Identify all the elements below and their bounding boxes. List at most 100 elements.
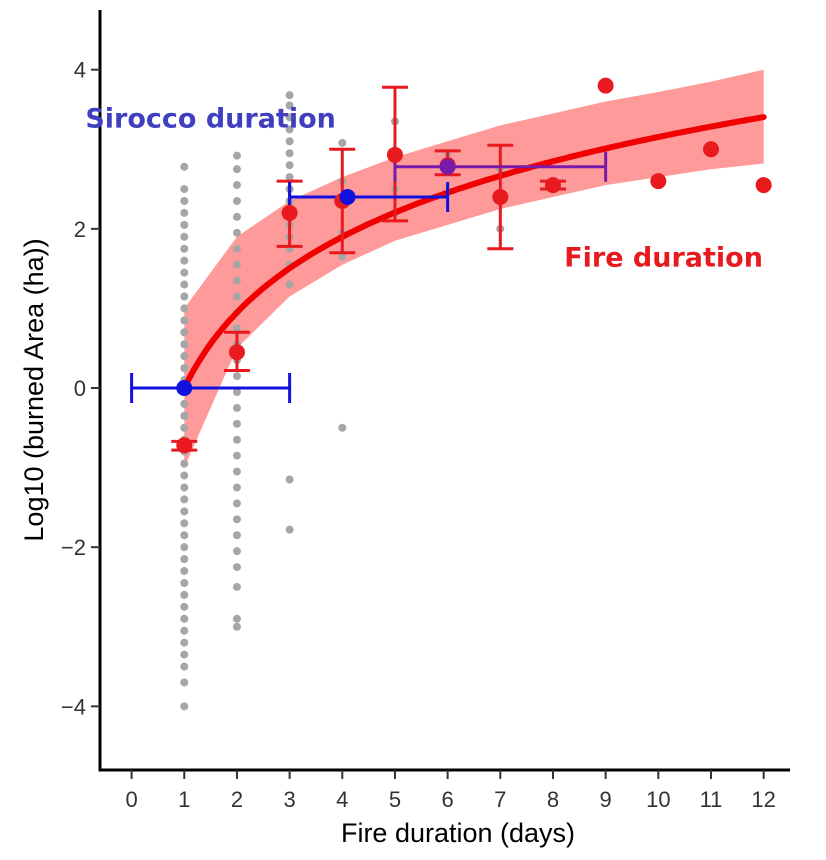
- raw-point: [232, 165, 241, 174]
- raw-point: [180, 567, 189, 576]
- raw-point: [232, 419, 241, 428]
- raw-point: [180, 399, 189, 408]
- x-tick-label: 7: [494, 787, 506, 812]
- raw-point: [180, 352, 189, 361]
- x-tick-label: 5: [389, 787, 401, 812]
- raw-point: [285, 173, 294, 182]
- fire-mean-point: [544, 177, 561, 194]
- raw-point: [232, 260, 241, 269]
- y-tick-label: 4: [74, 58, 86, 83]
- fire-mean-point: [281, 204, 298, 221]
- sirocco-mean-point: [176, 380, 193, 397]
- x-tick-label: 2: [231, 787, 243, 812]
- raw-point: [285, 91, 294, 100]
- raw-point: [232, 276, 241, 285]
- raw-point: [232, 403, 241, 412]
- raw-point: [180, 196, 189, 205]
- y-tick-label: −2: [61, 535, 86, 560]
- raw-point: [180, 590, 189, 599]
- raw-point: [180, 340, 189, 349]
- x-tick-label: 0: [125, 787, 137, 812]
- raw-point: [232, 387, 241, 396]
- raw-point: [232, 467, 241, 476]
- raw-point: [285, 113, 294, 122]
- fire-mean-point: [702, 141, 719, 158]
- y-tick-label: −4: [61, 694, 86, 719]
- raw-point: [232, 324, 241, 333]
- raw-point: [180, 162, 189, 171]
- raw-point: [232, 228, 241, 237]
- raw-point: [232, 151, 241, 160]
- fit-confidence-band: [184, 69, 764, 468]
- raw-point: [180, 256, 189, 265]
- raw-point: [180, 495, 189, 504]
- sirocco-mean-point: [439, 158, 456, 175]
- fire-duration-label: Fire duration: [564, 243, 763, 274]
- raw-point: [180, 232, 189, 241]
- raw-point: [285, 101, 294, 110]
- raw-point: [180, 208, 189, 217]
- y-tick-label: 2: [74, 217, 86, 242]
- fit-line: [181, 114, 767, 391]
- raw-point: [232, 483, 241, 492]
- x-tick-label: 6: [442, 787, 454, 812]
- raw-point: [180, 507, 189, 516]
- raw-point: [232, 435, 241, 444]
- y-axis-title: Log10 (burned Area (ha)): [19, 238, 49, 541]
- raw-point: [232, 531, 241, 540]
- raw-point: [180, 364, 189, 373]
- raw-point: [232, 372, 241, 381]
- x-tick-label: 9: [600, 787, 612, 812]
- raw-point: [180, 519, 189, 528]
- raw-point: [180, 328, 189, 337]
- x-tick-label: 1: [178, 787, 190, 812]
- fire-mean-point: [755, 177, 772, 194]
- raw-point: [180, 626, 189, 635]
- raw-point: [180, 220, 189, 229]
- fire-mean-point: [228, 344, 245, 361]
- x-tick-label: 10: [646, 787, 670, 812]
- raw-point: [232, 292, 241, 301]
- fit-line-layer: [181, 114, 767, 391]
- raw-point: [232, 563, 241, 572]
- x-tick-label: 8: [547, 787, 559, 812]
- raw-point: [285, 475, 294, 484]
- raw-point: [232, 451, 241, 460]
- sirocco-mean-point: [339, 189, 356, 206]
- raw-point: [180, 244, 189, 253]
- fire-mean-point: [386, 146, 403, 163]
- mean-points-layer: [176, 77, 772, 454]
- raw-point: [180, 304, 189, 313]
- raw-point: [232, 547, 241, 556]
- raw-point: [232, 622, 241, 631]
- raw-point: [180, 268, 189, 277]
- raw-point: [338, 252, 347, 261]
- sirocco-duration-label: Sirocco duration: [85, 103, 336, 134]
- raw-point: [180, 602, 189, 611]
- raw-point: [180, 423, 189, 432]
- raw-point: [180, 185, 189, 194]
- raw-point: [180, 662, 189, 671]
- raw-point: [180, 411, 189, 420]
- raw-point: [232, 196, 241, 205]
- raw-point: [180, 292, 189, 301]
- x-axis-title: Fire duration (days): [341, 818, 575, 848]
- raw-point: [180, 531, 189, 540]
- y-tick-label: 0: [74, 376, 86, 401]
- fire-mean-point: [176, 437, 193, 454]
- x-tick-label: 3: [283, 787, 295, 812]
- raw-point: [232, 181, 241, 190]
- raw-point: [285, 161, 294, 170]
- fire-mean-point: [597, 77, 614, 94]
- fit-confidence-band-layer: [184, 69, 764, 468]
- raw-point: [180, 678, 189, 687]
- fire-mean-point: [492, 189, 509, 206]
- raw-point: [285, 149, 294, 158]
- raw-point: [232, 212, 241, 221]
- raw-point: [180, 471, 189, 480]
- fire-mean-point: [650, 173, 667, 190]
- axes: [98, 10, 790, 772]
- raw-point: [180, 650, 189, 659]
